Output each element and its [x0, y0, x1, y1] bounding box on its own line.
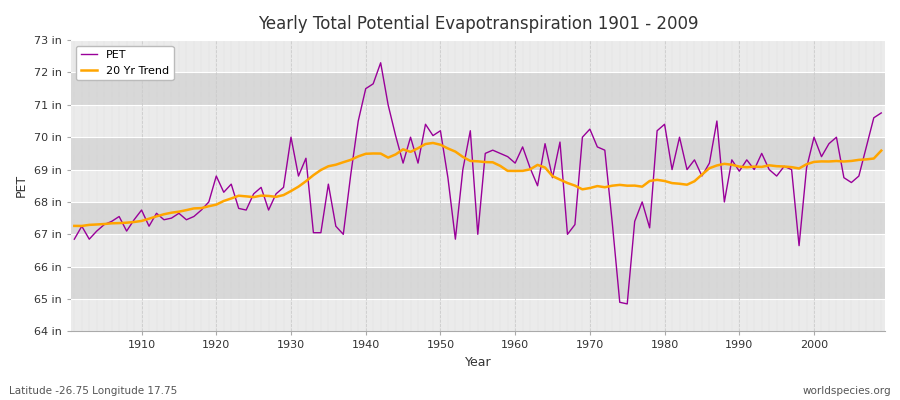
- Text: Latitude -26.75 Longitude 17.75: Latitude -26.75 Longitude 17.75: [9, 386, 177, 396]
- 20 Yr Trend: [428, 140, 438, 145]
- Bar: [70, 40, 885, 72]
- PET: [293, 174, 304, 178]
- 20 Yr Trend: [615, 182, 626, 187]
- 20 Yr Trend: [346, 158, 356, 162]
- PET: [69, 237, 80, 242]
- Y-axis label: PET: PET: [15, 174, 28, 197]
- 20 Yr Trend: [136, 218, 147, 223]
- Bar: [70, 267, 885, 299]
- 20 Yr Trend: [69, 224, 80, 228]
- PET: [338, 232, 348, 237]
- X-axis label: Year: Year: [464, 356, 491, 369]
- 20 Yr Trend: [301, 179, 311, 184]
- Line: 20 Yr Trend: 20 Yr Trend: [75, 143, 881, 226]
- Bar: [70, 170, 885, 202]
- Bar: [70, 299, 885, 332]
- Bar: [70, 72, 885, 105]
- PET: [876, 110, 886, 115]
- PET: [518, 144, 528, 149]
- PET: [622, 302, 633, 306]
- Bar: [70, 137, 885, 170]
- PET: [129, 217, 140, 222]
- 20 Yr Trend: [76, 224, 87, 228]
- 20 Yr Trend: [876, 148, 886, 153]
- Title: Yearly Total Potential Evapotranspiration 1901 - 2009: Yearly Total Potential Evapotranspiratio…: [257, 15, 698, 33]
- Text: worldspecies.org: worldspecies.org: [803, 386, 891, 396]
- PET: [607, 220, 617, 225]
- PET: [375, 60, 386, 65]
- Bar: [70, 105, 885, 137]
- PET: [509, 161, 520, 166]
- 20 Yr Trend: [518, 168, 528, 173]
- Legend: PET, 20 Yr Trend: PET, 20 Yr Trend: [76, 46, 174, 80]
- 20 Yr Trend: [525, 167, 535, 172]
- Bar: [70, 202, 885, 234]
- Line: PET: PET: [75, 63, 881, 304]
- Bar: [70, 234, 885, 267]
